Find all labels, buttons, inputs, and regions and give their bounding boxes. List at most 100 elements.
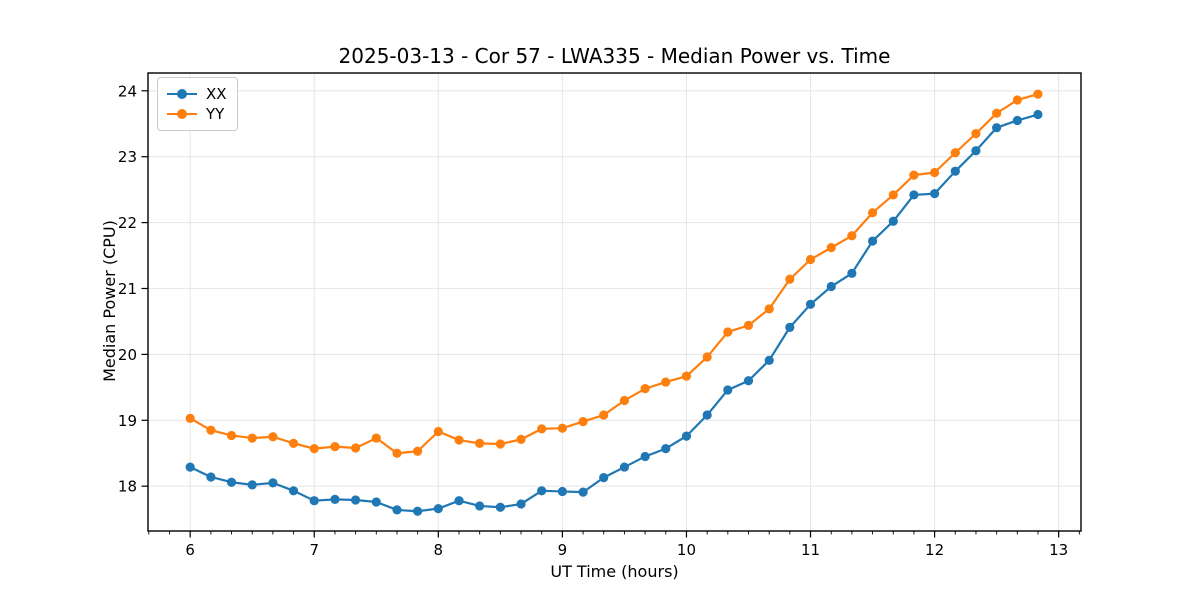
x-tick-label: 8 (434, 541, 444, 559)
data-point-yy (247, 433, 257, 443)
y-tick-label: 21 (118, 280, 137, 298)
data-point-yy (929, 167, 940, 178)
legend-line-sample-xx (167, 89, 197, 99)
data-point-xx (950, 166, 960, 176)
data-point-xx (537, 486, 547, 496)
data-point-yy (433, 426, 443, 437)
data-point-yy (764, 304, 774, 314)
data-point-yy (992, 108, 1002, 118)
legend-marker-icon (177, 109, 187, 119)
plot-border (147, 72, 1082, 532)
y-axis-label: Median Power (CPU) (100, 220, 119, 382)
data-point-xx (888, 216, 898, 226)
x-tick-label: 6 (185, 541, 195, 559)
data-point-xx (454, 496, 464, 506)
data-point-yy (847, 231, 857, 241)
series-line-yy (189, 93, 1039, 455)
data-point-xx (723, 385, 733, 395)
data-point-yy (702, 352, 712, 362)
data-point-xx (371, 497, 381, 507)
x-tick-label: 10 (677, 541, 696, 559)
legend: XX YY (157, 77, 238, 131)
data-point-yy (805, 254, 816, 265)
data-point-yy (681, 371, 692, 381)
data-point-xx (867, 236, 878, 246)
data-point-yy (1033, 89, 1043, 99)
data-point-yy (537, 424, 547, 434)
y-tick-label: 23 (118, 148, 137, 166)
data-point-xx (661, 444, 671, 454)
data-point-yy (950, 148, 960, 158)
data-point-yy (268, 432, 278, 442)
y-tick-label: 22 (118, 214, 137, 232)
legend-item-yy: YY (167, 104, 227, 124)
data-point-xx (433, 503, 443, 514)
data-point-yy (723, 327, 733, 337)
data-point-xx (805, 299, 816, 309)
data-point-yy (1012, 95, 1022, 105)
data-point-yy (826, 243, 836, 253)
data-point-yy (640, 384, 650, 394)
data-point-xx (309, 496, 319, 506)
data-point-yy (516, 434, 526, 444)
data-point-yy (619, 395, 630, 406)
data-point-yy (578, 417, 588, 427)
data-point-xx (619, 462, 630, 472)
legend-line-sample-yy (167, 109, 197, 119)
data-point-yy (888, 190, 898, 200)
data-point-xx (992, 123, 1002, 133)
data-point-yy (350, 443, 361, 453)
x-axis-label: UT Time (hours) (550, 562, 679, 581)
data-point-yy (495, 439, 505, 449)
data-point-xx (516, 499, 526, 509)
legend-label-xx: XX (206, 85, 227, 103)
legend-label-yy: YY (206, 105, 225, 123)
chart-title: 2025-03-13 - Cor 57 - LWA335 - Median Po… (338, 44, 891, 68)
data-point-xx (1033, 109, 1043, 120)
data-point-xx (206, 472, 216, 482)
data-point-xx (785, 322, 795, 332)
data-point-xx (247, 480, 257, 490)
data-point-yy (185, 413, 195, 423)
x-tick-label: 11 (801, 541, 820, 559)
data-point-xx (971, 146, 981, 156)
data-point-yy (661, 377, 671, 387)
legend-marker-icon (177, 89, 187, 99)
y-tick-label: 24 (118, 82, 137, 100)
data-point-yy (309, 444, 319, 454)
data-point-yy (599, 410, 609, 420)
data-point-xx (226, 477, 237, 487)
data-point-yy (743, 320, 754, 330)
data-point-yy (371, 433, 381, 443)
x-tick-label: 12 (925, 541, 944, 559)
data-point-yy (785, 274, 795, 284)
data-point-xx (681, 431, 692, 441)
y-tick-label: 19 (118, 412, 137, 430)
data-point-xx (909, 190, 919, 200)
data-point-yy (557, 423, 567, 433)
data-point-xx (929, 188, 940, 199)
legend-item-xx: XX (167, 84, 227, 104)
x-tick-label: 9 (558, 541, 568, 559)
data-point-xx (350, 495, 361, 505)
data-point-xx (330, 494, 340, 504)
data-point-xx (268, 478, 278, 488)
x-tick-label: 13 (1049, 541, 1068, 559)
data-point-xx (847, 268, 857, 278)
data-point-yy (867, 208, 878, 218)
data-point-xx (702, 410, 712, 420)
data-point-yy (413, 446, 423, 456)
data-point-xx (743, 376, 754, 386)
data-point-yy (909, 170, 919, 180)
data-point-xx (392, 505, 402, 515)
data-point-yy (971, 129, 981, 139)
x-tick-label: 7 (309, 541, 319, 559)
data-point-yy (206, 425, 216, 435)
data-point-xx (640, 451, 650, 462)
data-point-xx (557, 486, 567, 497)
data-point-yy (226, 430, 237, 441)
data-point-xx (578, 487, 588, 497)
data-point-xx (475, 501, 485, 511)
